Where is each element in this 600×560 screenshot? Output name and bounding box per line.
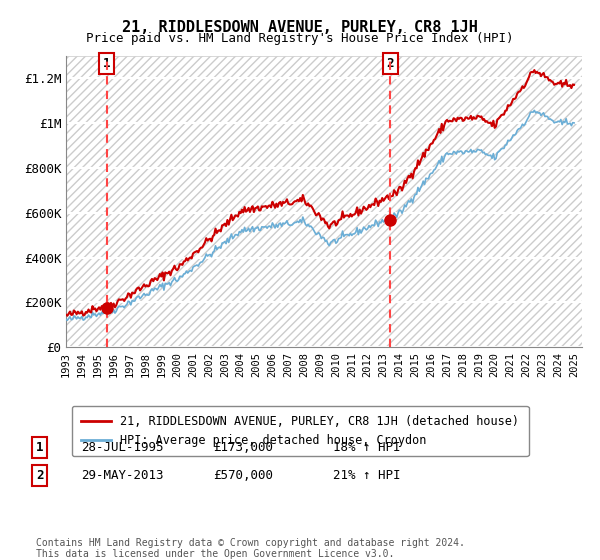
Text: £570,000: £570,000: [213, 469, 273, 482]
Text: 28-JUL-1995: 28-JUL-1995: [81, 441, 163, 454]
Text: 21, RIDDLESDOWN AVENUE, PURLEY, CR8 1JH: 21, RIDDLESDOWN AVENUE, PURLEY, CR8 1JH: [122, 20, 478, 35]
Text: 2: 2: [36, 469, 44, 482]
Text: Contains HM Land Registry data © Crown copyright and database right 2024.
This d: Contains HM Land Registry data © Crown c…: [36, 538, 465, 559]
Text: 29-MAY-2013: 29-MAY-2013: [81, 469, 163, 482]
Text: Price paid vs. HM Land Registry's House Price Index (HPI): Price paid vs. HM Land Registry's House …: [86, 32, 514, 45]
Text: 1: 1: [103, 57, 110, 70]
Text: 1: 1: [36, 441, 44, 454]
Text: £173,000: £173,000: [213, 441, 273, 454]
Text: 18% ↑ HPI: 18% ↑ HPI: [333, 441, 401, 454]
Legend: 21, RIDDLESDOWN AVENUE, PURLEY, CR8 1JH (detached house), HPI: Average price, de: 21, RIDDLESDOWN AVENUE, PURLEY, CR8 1JH …: [72, 405, 529, 456]
Text: 21% ↑ HPI: 21% ↑ HPI: [333, 469, 401, 482]
Text: 2: 2: [386, 57, 394, 70]
